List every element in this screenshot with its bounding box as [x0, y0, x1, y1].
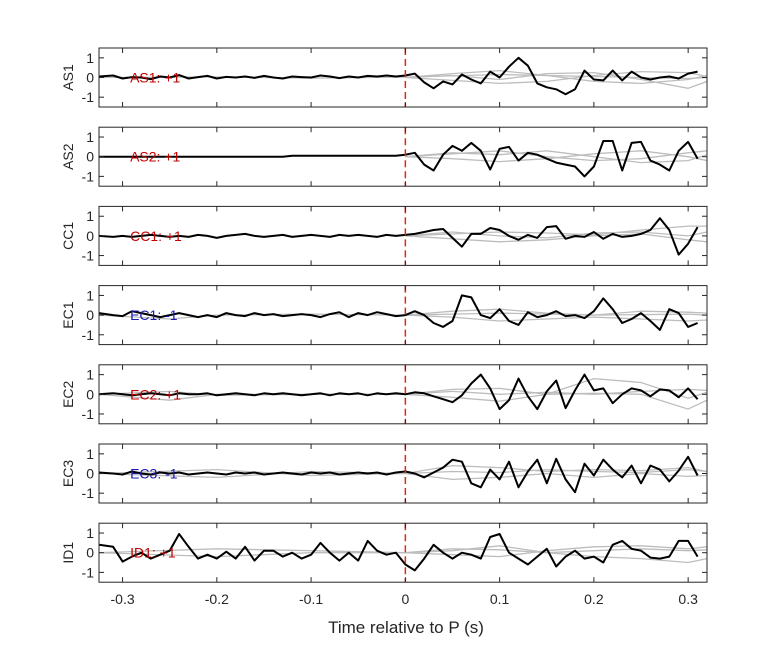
y-tick-label: -1: [82, 406, 95, 422]
y-tick-label: 1: [86, 129, 94, 145]
background-trace: [99, 545, 707, 564]
background-trace: [405, 231, 707, 239]
y-tick-label: 1: [86, 50, 94, 66]
main-trace: [99, 455, 699, 494]
y-tick-label: -1: [82, 327, 95, 343]
x-axis: -0.3 -0.2 -0.1 0 0.1 0.2 0.3: [111, 591, 699, 607]
y-axis-title: AS2: [60, 143, 76, 170]
y-tick-label: 1: [86, 367, 94, 383]
y-tick-label: 1: [86, 525, 94, 541]
panel-annotation: EC2: +1: [130, 386, 181, 402]
background-trace: [405, 314, 707, 322]
panel-traces: [99, 373, 707, 411]
y-tick-label: -1: [82, 89, 95, 105]
panel-traces: [99, 217, 707, 256]
panel-traces: [99, 533, 707, 572]
x-tick-label: 0.2: [584, 591, 604, 607]
x-tick-label: -0.1: [299, 591, 323, 607]
y-tick-label: 1: [86, 287, 94, 303]
panel-annotation: CC1: +1: [130, 228, 182, 244]
panel-as2: AS2: +1 1 0 -1 AS2: [60, 126, 708, 187]
panel-traces: [99, 140, 707, 178]
panel-annotation: AS2: +1: [130, 149, 180, 165]
panel-annotation: AS1: +1: [130, 70, 180, 86]
panel-ec2: EC2: +1 1 0 -1 EC2: [60, 364, 708, 425]
x-axis-title: Time relative to P (s): [328, 618, 484, 637]
y-tick-label: -1: [82, 485, 95, 501]
panel-id1: ID1: +1 1 0 -1 ID1: [60, 522, 708, 583]
main-trace: [99, 56, 698, 96]
y-tick-label: 0: [86, 228, 94, 244]
main-trace: [99, 294, 698, 331]
background-trace: [405, 548, 707, 554]
x-tick-label: -0.2: [205, 591, 229, 607]
panel-annotation: EC1: -1: [130, 307, 178, 323]
background-trace: [405, 225, 707, 237]
y-tick-label: -1: [82, 564, 95, 580]
y-tick-label: 1: [86, 208, 94, 224]
background-trace: [405, 70, 707, 85]
panel-cc1: CC1: +1 1 0 -1 CC1: [60, 205, 708, 266]
panel-annotation: ID1: +1: [130, 545, 176, 561]
main-trace: [99, 373, 699, 411]
panel-as1: AS1: +1 1 0 -1 AS1: [60, 47, 708, 108]
x-tick-label: 0.1: [490, 591, 510, 607]
x-tick-label: 0: [401, 591, 409, 607]
y-axis-title: CC1: [60, 222, 76, 250]
panel-ec1: EC1: -1 1 0 -1 EC1: [60, 285, 708, 346]
y-tick-label: 0: [86, 70, 94, 86]
y-axis-title: EC2: [60, 380, 76, 407]
background-trace: [405, 388, 707, 395]
y-tick-label: 0: [86, 386, 94, 402]
panel-ec3: EC3: -1 1 0 -1 EC3: [60, 443, 708, 504]
background-trace: [405, 150, 707, 163]
x-tick-label: 0.3: [678, 591, 698, 607]
y-axis-title: EC1: [60, 301, 76, 328]
y-tick-label: 1: [86, 446, 94, 462]
y-tick-label: 0: [86, 545, 94, 561]
y-tick-label: 0: [86, 307, 94, 323]
background-trace: [405, 150, 707, 164]
y-tick-label: 0: [86, 466, 94, 482]
background-trace: [99, 392, 707, 410]
panel-annotation: EC3: -1: [130, 466, 178, 482]
panel-traces: [99, 455, 707, 494]
main-trace: [99, 533, 699, 572]
y-tick-label: -1: [82, 248, 95, 264]
y-tick-label: 0: [86, 149, 94, 165]
y-axis-title: AS1: [60, 64, 76, 91]
main-trace: [99, 217, 699, 256]
y-axis-title: ID1: [60, 542, 76, 564]
panel-traces: [99, 56, 707, 96]
main-trace: [99, 140, 699, 178]
y-tick-label: -1: [82, 168, 95, 184]
x-tick-label: -0.3: [111, 591, 135, 607]
y-axis-title: EC3: [60, 460, 76, 487]
panel-traces: [99, 294, 707, 331]
